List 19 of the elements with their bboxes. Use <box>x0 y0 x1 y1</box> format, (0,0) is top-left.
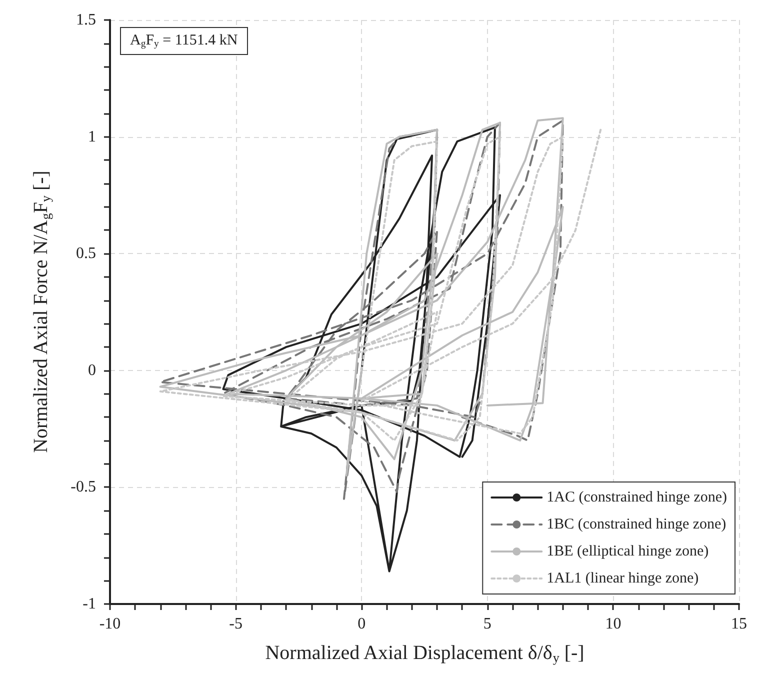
line-series <box>159 128 602 442</box>
x-tick-label: -5 <box>229 616 242 632</box>
legend-label: 1AL1 (linear hinge zone) <box>546 570 699 586</box>
x-tick-label: 0 <box>358 616 366 632</box>
x-tick-label: 5 <box>483 616 492 632</box>
y-axis-title: Normalized Axial Force N/AgFy [-] <box>30 170 53 453</box>
y-tick-label: 0.5 <box>76 245 96 262</box>
x-tick-label: 10 <box>605 616 622 632</box>
line-series <box>222 126 501 572</box>
legend-label: 1BC (constrained hinge zone) <box>546 516 726 532</box>
y-tick-label: 1.5 <box>76 12 96 28</box>
x-tick-label: 15 <box>731 616 747 632</box>
y-tick-label: -0.5 <box>70 478 96 496</box>
y-tick-label: 1 <box>88 128 96 146</box>
y-tick-label: -1 <box>82 596 96 612</box>
y-tick-label: 0 <box>88 362 96 379</box>
x-tick-label: -10 <box>99 616 121 632</box>
legend-label: 1AC (constrained hinge zone) <box>546 490 728 506</box>
legend-label: 1BE (elliptical hinge zone) <box>546 544 709 560</box>
